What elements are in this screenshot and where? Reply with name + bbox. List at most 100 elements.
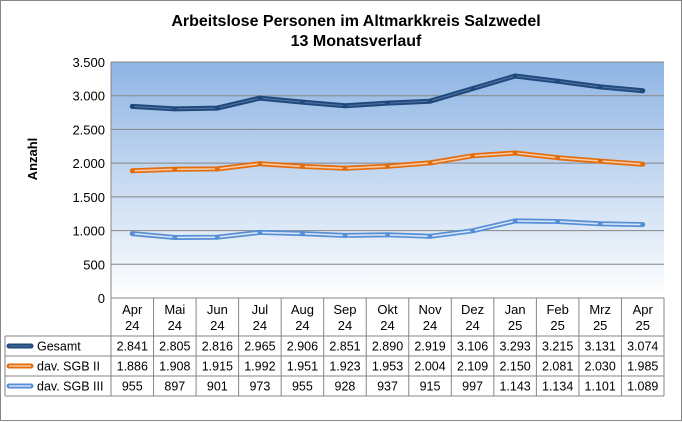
data-table-cell: 997 (462, 380, 483, 394)
x-tick-label-year: 24 (125, 318, 139, 333)
data-point (555, 219, 561, 224)
data-point (129, 104, 135, 109)
data-table-cell: 2.109 (457, 360, 488, 374)
data-point (470, 153, 475, 159)
data-table-cell: 3.215 (542, 340, 573, 354)
data-table-cell: 1.992 (244, 360, 275, 374)
data-point (214, 105, 220, 111)
data-point (470, 86, 475, 91)
data-table-cell: 2.816 (202, 340, 233, 354)
data-table-cell: 1.915 (202, 360, 233, 374)
data-point (172, 106, 178, 112)
y-tick-label: 1.000 (72, 224, 105, 239)
data-table-cell: 1.908 (159, 360, 190, 374)
data-point (512, 150, 518, 156)
data-point (427, 160, 433, 166)
x-tick-label-month: Mrz (589, 302, 611, 317)
x-tick-label-month: Dez (461, 302, 484, 317)
data-point (214, 166, 220, 172)
data-table-cell: 1.923 (329, 360, 360, 374)
data-table-cell: 1.953 (372, 360, 403, 374)
data-point (300, 164, 305, 169)
y-tick-label: 3.500 (72, 55, 105, 70)
x-tick-label-month: Feb (546, 302, 568, 317)
data-table-cell: 2.805 (159, 340, 190, 354)
y-tick-label: 3.000 (72, 89, 105, 104)
data-table-cell: 2.965 (244, 340, 275, 354)
data-point (172, 166, 178, 172)
x-tick-label-year: 24 (465, 318, 479, 333)
data-table-cell: 955 (292, 380, 313, 394)
data-table-cell: 2.919 (414, 340, 445, 354)
data-point (597, 158, 603, 164)
y-tick-label: 2.000 (72, 156, 105, 171)
chart-title: Arbeitslose Personen im Altmarkkreis Sal… (171, 13, 540, 30)
x-tick-label-month: Mai (164, 302, 185, 317)
data-point (427, 233, 433, 239)
data-point (427, 98, 433, 104)
data-point (470, 228, 475, 234)
data-point (385, 232, 390, 238)
data-table-cell: 897 (164, 380, 185, 394)
data-point (300, 231, 305, 237)
data-table-cell: 3.106 (457, 340, 488, 354)
data-table-cell: 3.131 (585, 340, 616, 354)
data-table-cell: 937 (377, 380, 398, 394)
data-point (342, 165, 348, 171)
x-tick-label-month: Jul (252, 302, 269, 317)
data-table-cell: 2.081 (542, 360, 573, 374)
data-point (512, 218, 518, 224)
data-point (555, 155, 561, 161)
data-table-cell: 2.851 (329, 340, 360, 354)
data-table-cell: 2.841 (117, 340, 148, 354)
data-point (129, 231, 135, 237)
y-tick-label: 2.500 (72, 122, 105, 137)
x-tick-label-year: 24 (423, 318, 437, 333)
data-point (640, 161, 646, 167)
y-tick-label: 0 (98, 291, 105, 306)
data-point (129, 168, 135, 174)
legend-label: Gesamt (37, 340, 81, 354)
data-table-cell: 3.074 (627, 340, 658, 354)
data-point (257, 229, 263, 235)
x-tick-label-month: Jun (207, 302, 228, 317)
x-tick-label-year: 24 (338, 318, 352, 333)
x-tick-label-month: Apr (633, 302, 654, 317)
data-point (172, 235, 178, 240)
series-lines (129, 73, 646, 240)
x-tick-label-month: Aug (291, 302, 314, 317)
data-table-cell: 1.089 (627, 380, 658, 394)
data-point (257, 161, 263, 167)
data-table-cell: 1.985 (627, 360, 658, 374)
y-tick-label: 1.500 (72, 190, 105, 205)
x-tick-label-year: 24 (210, 318, 224, 333)
x-tick-label-year: 25 (593, 318, 607, 333)
data-table-cell: 2.004 (414, 360, 445, 374)
data-point (555, 78, 561, 84)
data-point (640, 222, 646, 227)
x-tick-label-month: Sep (333, 302, 356, 317)
x-tick-label-year: 25 (635, 318, 649, 333)
data-point (257, 95, 263, 101)
x-tick-label-month: Jan (505, 302, 526, 317)
data-table-cell: 955 (122, 380, 143, 394)
y-axis-label: Anzahl (25, 138, 40, 181)
x-tick-label-year: 24 (380, 318, 394, 333)
data-table-cell: 928 (335, 380, 356, 394)
x-tick-label-year: 24 (168, 318, 182, 333)
data-point (342, 233, 348, 238)
data-table-cell: 1.886 (117, 360, 148, 374)
data-point (385, 163, 390, 169)
chart-subtitle: 13 Monatsverlauf (291, 33, 422, 50)
data-table-cell: 1.101 (585, 380, 616, 394)
data-table-cell: 1.951 (287, 360, 318, 374)
data-table-cell: 2.150 (499, 360, 530, 374)
data-point (597, 84, 603, 90)
x-tick-label-year: 24 (295, 318, 309, 333)
data-table-cell: 1.143 (499, 380, 530, 394)
data-table-cell: 2.890 (372, 340, 403, 354)
x-tick-label-month: Okt (377, 302, 398, 317)
data-point (512, 73, 518, 79)
